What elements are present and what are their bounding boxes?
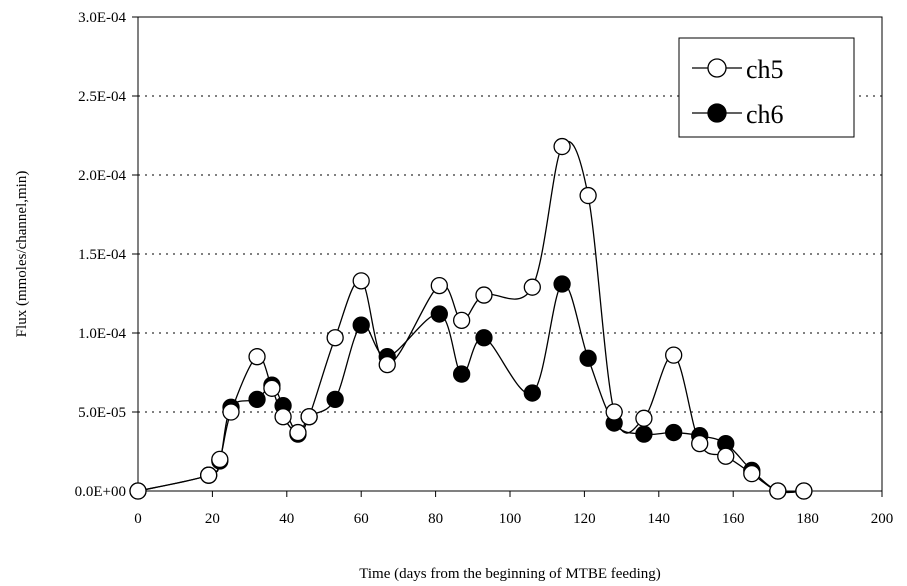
legend-label-ch5: ch5 xyxy=(746,55,784,84)
y-tick-label: 2.5E-04 xyxy=(78,89,126,105)
data-point-ch5 xyxy=(579,186,597,205)
data-point-ch5 xyxy=(211,450,229,469)
data-point-ch5 xyxy=(523,278,541,296)
data-point-ch6 xyxy=(452,365,471,383)
series-line-ch6 xyxy=(137,283,804,494)
data-point-ch5 xyxy=(691,434,709,453)
gridlines xyxy=(138,95,882,413)
data-point-ch5 xyxy=(200,466,218,484)
data-point-ch5 xyxy=(475,286,493,304)
y-tick-label: 1.5E-04 xyxy=(78,247,126,263)
x-tick-label: 100 xyxy=(499,511,522,527)
data-point-ch5 xyxy=(352,272,370,290)
data-point-ch5 xyxy=(635,409,653,427)
x-tick-label: 40 xyxy=(279,511,294,527)
y-axis-ticks: 0.0E+00 5.0E-05 1.0E-04 1.5E-04 2.0E-04 2.5E-… xyxy=(75,10,138,500)
x-tick-label: 80 xyxy=(428,511,443,527)
data-point-ch5 xyxy=(222,403,240,421)
y-tick-label: 5.0E-05 xyxy=(78,405,126,421)
data-point-ch5 xyxy=(743,464,761,483)
data-point-ch6 xyxy=(553,275,571,293)
x-tick-label: 200 xyxy=(871,511,894,527)
y-axis-title: Flux (mmoles/channel,min) xyxy=(14,171,30,338)
data-point-ch6 xyxy=(665,423,683,442)
data-point-ch6 xyxy=(430,305,448,323)
data-point-ch5 xyxy=(378,355,396,374)
data-point-ch5 xyxy=(452,311,471,330)
data-point-ch5 xyxy=(326,329,344,347)
x-axis-title: Time (days from the beginning of MTBE fe… xyxy=(359,566,660,582)
data-point-ch5 xyxy=(605,403,623,421)
data-point-ch5 xyxy=(717,447,735,465)
data-point-ch5 xyxy=(274,408,292,426)
x-tick-label: 120 xyxy=(573,511,596,527)
x-tick-label: 60 xyxy=(354,511,369,527)
legend: ch5 ch6 xyxy=(678,37,855,138)
data-point-ch5 xyxy=(129,482,147,500)
x-tick-label: 20 xyxy=(205,511,220,527)
data-point-ch5 xyxy=(553,137,571,156)
x-tick-label: 180 xyxy=(796,511,819,527)
data-point-ch5 xyxy=(665,346,683,364)
data-point-ch6 xyxy=(475,329,493,347)
x-tick-label: 140 xyxy=(648,511,671,527)
x-tick-label: 160 xyxy=(722,511,745,527)
series-layer xyxy=(129,137,813,500)
data-point-ch6 xyxy=(326,390,344,409)
data-point-ch6 xyxy=(523,384,541,402)
data-point-ch5 xyxy=(289,423,307,442)
legend-marker-ch5 xyxy=(707,58,727,78)
data-point-ch5 xyxy=(263,379,281,397)
data-point-ch6 xyxy=(352,316,370,334)
y-tick-label: 3.0E-04 xyxy=(78,10,126,26)
y-tick-label: 2.0E-04 xyxy=(78,168,126,184)
legend-entries: ch5 ch6 xyxy=(692,55,784,129)
legend-label-ch6: ch6 xyxy=(746,100,784,129)
x-tick-label: 0 xyxy=(134,511,142,527)
legend-marker-ch6 xyxy=(707,103,727,123)
y-tick-label: 1.0E-04 xyxy=(78,326,126,342)
data-point-ch5 xyxy=(248,348,266,366)
x-axis-ticks: 0 20 40 60 80 100 120 140 160 180 200 xyxy=(134,491,893,527)
data-point-ch6 xyxy=(579,349,597,367)
data-point-ch5 xyxy=(769,482,787,500)
legend-box xyxy=(678,37,855,138)
data-point-ch5 xyxy=(300,408,318,426)
y-tick-label: 0.0E+00 xyxy=(75,484,126,500)
data-point-ch5 xyxy=(430,276,448,295)
data-point-ch6 xyxy=(248,390,266,409)
data-point-ch5 xyxy=(795,482,813,500)
data-point-ch6 xyxy=(635,425,653,443)
